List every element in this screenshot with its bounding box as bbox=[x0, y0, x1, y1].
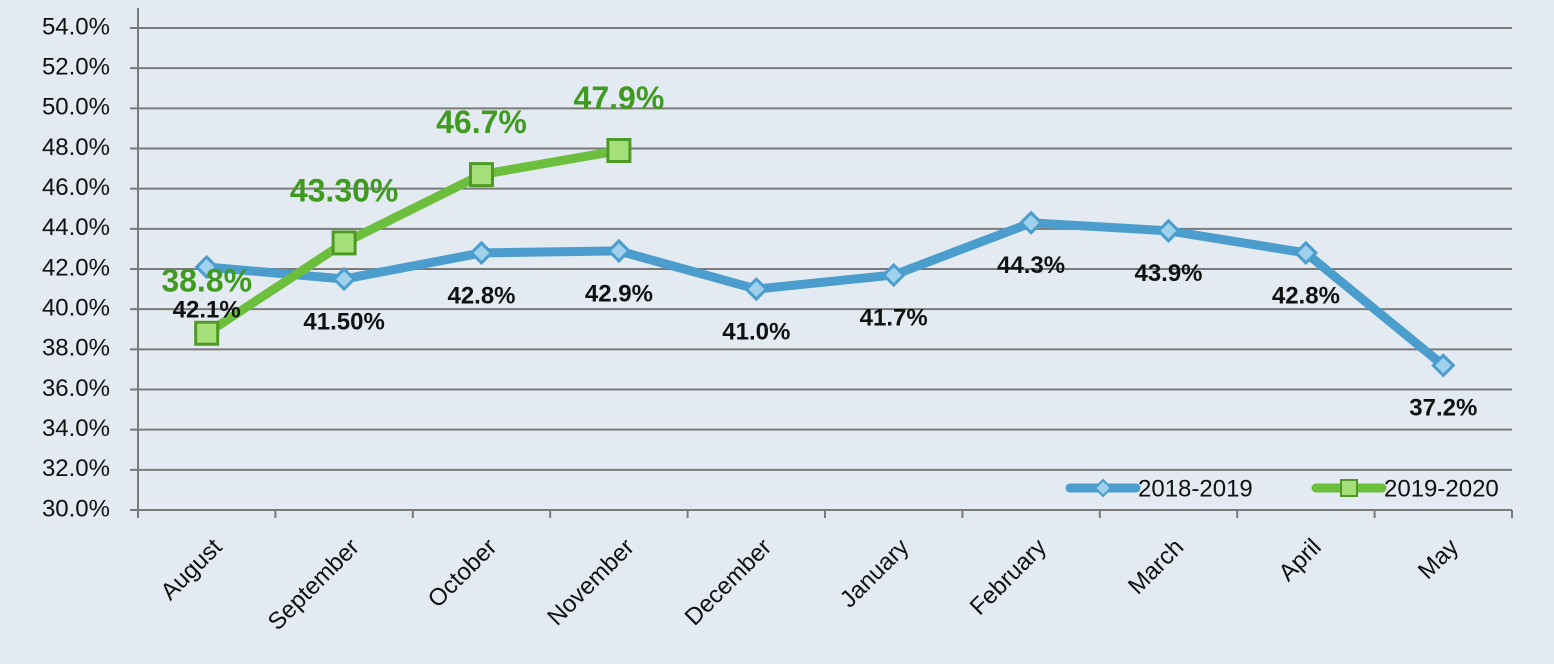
legend-marker bbox=[1093, 478, 1113, 498]
data-label: 43.9% bbox=[1134, 260, 1202, 287]
point-marker bbox=[744, 276, 769, 302]
data-label: 41.50% bbox=[303, 308, 384, 335]
data-label: 44.3% bbox=[997, 252, 1065, 279]
y-tick-label: 52.0% bbox=[42, 54, 110, 81]
x-tick-label: March bbox=[1123, 534, 1189, 600]
series-line bbox=[202, 146, 624, 338]
point-marker bbox=[194, 254, 219, 280]
x-tick-label: November bbox=[542, 534, 639, 631]
y-tick-label: 30.0% bbox=[42, 495, 110, 522]
y-tick-label: 38.0% bbox=[42, 335, 110, 362]
y-tick-label: 32.0% bbox=[42, 455, 110, 482]
point-marker bbox=[881, 262, 906, 288]
point-marker bbox=[331, 230, 357, 256]
data-label: 41.0% bbox=[722, 318, 790, 345]
series-line bbox=[202, 218, 1448, 370]
x-tick-label: January bbox=[835, 534, 914, 613]
point-marker bbox=[606, 238, 632, 264]
x-tick-label: August bbox=[156, 533, 228, 605]
point-marker bbox=[469, 162, 494, 188]
data-label: 42.8% bbox=[1272, 282, 1340, 309]
x-tick-label: October bbox=[423, 534, 502, 613]
point-marker bbox=[469, 240, 494, 266]
y-tick-label: 50.0% bbox=[42, 94, 110, 121]
y-tick-label: 54.0% bbox=[42, 13, 110, 40]
point-marker bbox=[1293, 240, 1319, 266]
data-label: 42.9% bbox=[585, 280, 653, 307]
legend-marker bbox=[1340, 479, 1358, 497]
y-tick-label: 48.0% bbox=[42, 134, 110, 161]
point-marker bbox=[331, 266, 357, 292]
data-label: 38.8% bbox=[161, 263, 252, 299]
x-tick-label: May bbox=[1413, 534, 1464, 585]
point-marker bbox=[1156, 218, 1181, 243]
y-tick-label: 36.0% bbox=[42, 375, 110, 402]
x-tick-label: April bbox=[1274, 534, 1327, 587]
point-marker bbox=[194, 320, 220, 346]
y-tick-label: 34.0% bbox=[42, 415, 110, 442]
y-tick-label: 44.0% bbox=[42, 214, 110, 241]
data-label: 42.8% bbox=[447, 282, 515, 309]
point-marker bbox=[606, 138, 632, 164]
y-tick-label: 42.0% bbox=[42, 254, 110, 281]
data-label: 37.2% bbox=[1409, 395, 1477, 422]
x-tick-label: September bbox=[263, 534, 365, 636]
point-marker bbox=[1431, 353, 1456, 378]
y-tick-label: 46.0% bbox=[42, 174, 110, 201]
data-label: 41.7% bbox=[860, 304, 928, 331]
point-marker bbox=[1018, 210, 1044, 235]
legend-label: 2018-2019 bbox=[1138, 475, 1253, 502]
data-label: 47.9% bbox=[574, 80, 665, 116]
data-label: 43.30% bbox=[290, 172, 399, 208]
x-tick-label: December bbox=[680, 534, 777, 631]
x-tick-label: February bbox=[965, 534, 1052, 621]
data-label: 46.7% bbox=[436, 104, 527, 140]
legend-label: 2019-2020 bbox=[1384, 475, 1499, 502]
data-label: 42.1% bbox=[173, 296, 241, 323]
y-tick-label: 40.0% bbox=[42, 295, 110, 322]
